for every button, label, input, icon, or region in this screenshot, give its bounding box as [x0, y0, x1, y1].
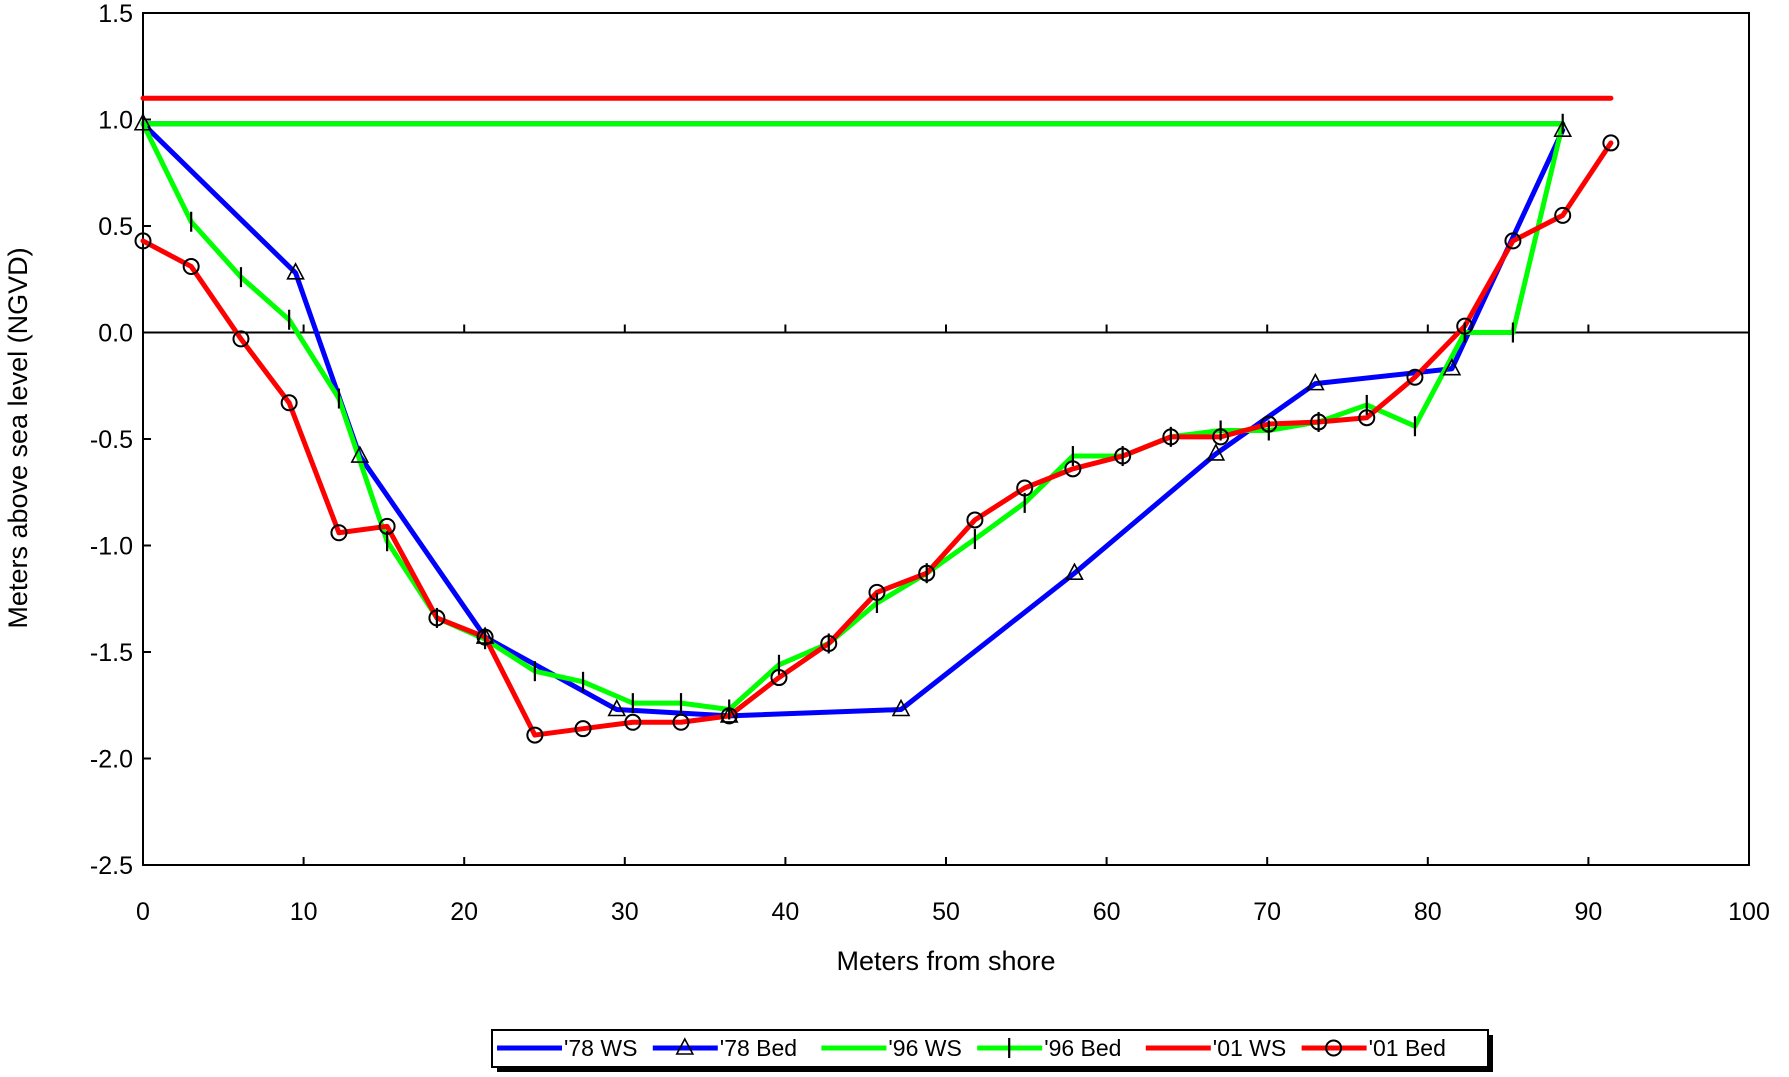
x-tick-label: 70: [1253, 898, 1281, 926]
series-1-point: [607, 698, 627, 717]
x-tick-label: 100: [1728, 898, 1770, 926]
x-tick-label: 90: [1574, 898, 1602, 926]
x-tick-label: 60: [1093, 898, 1121, 926]
x-tick-label: 30: [611, 898, 639, 926]
y-tick-label: -2.0: [90, 746, 133, 774]
series-1-point: [1065, 562, 1084, 580]
series-5-point: [720, 707, 738, 725]
legend-label-3: '96 Bed: [1044, 1035, 1121, 1061]
y-tick-label: 0.5: [98, 213, 133, 241]
y-tick-label: -1.5: [90, 639, 133, 667]
x-tick-label: 50: [932, 898, 960, 926]
y-tick-label: -1.0: [90, 533, 133, 561]
legend-label-1: '78 Bed: [720, 1035, 797, 1061]
series-1-point: [1206, 443, 1226, 461]
x-tick-label: 0: [136, 898, 150, 926]
series-5-point: [1358, 409, 1376, 427]
series-5-point: [182, 257, 200, 275]
plot-area: [142, 12, 1750, 866]
x-ticks: 0 10 20 30 40 50 60 70 80 90 100: [136, 324, 1770, 926]
series-5-point: [1212, 428, 1230, 446]
y-tick-label: -0.5: [90, 426, 133, 454]
series-5-point: [1162, 428, 1180, 446]
x-tick-label: 10: [290, 898, 318, 926]
series-5-point: [1504, 232, 1522, 250]
legend: '78 WS '78 Bed '96 WS '96 Bed '01 WS '01 Bed: [491, 1029, 1493, 1072]
series-5-point: [428, 609, 446, 627]
series-5-point: [1310, 413, 1328, 431]
x-tick-label: 40: [771, 898, 799, 926]
y-ticks: 1.5 1.0 0.5 0.0 -0.5 -1.0 -1.5 -2.0 -2.5: [90, 0, 151, 880]
series-5-point: [280, 394, 298, 412]
series-1-point: [891, 698, 911, 717]
series-5-point: [526, 726, 544, 744]
series-5-point: [1064, 460, 1082, 478]
series-5-point: [1260, 415, 1278, 433]
series-5-point: [672, 713, 690, 731]
series-5-point: [330, 524, 348, 542]
legend-label-5: '01 Bed: [1369, 1035, 1446, 1061]
series-line-5: [140, 140, 1614, 738]
series-1-point: [286, 262, 305, 280]
series-1-point: [1306, 372, 1325, 391]
series-5-point: [1406, 368, 1424, 386]
series-5-point: [918, 564, 936, 582]
series-1-point: [1553, 119, 1573, 137]
legend-label-2: '96 WS: [888, 1035, 961, 1061]
y-tick-label: 1.5: [98, 0, 133, 28]
series-5-point: [1016, 479, 1034, 497]
x-tick-label: 80: [1414, 898, 1442, 926]
legend-marker-5: [1325, 1039, 1343, 1057]
series-5-point: [1602, 134, 1620, 152]
series-5-point: [476, 628, 494, 646]
series-5-point: [378, 517, 396, 535]
series-5-point: [868, 583, 886, 601]
series-lines: [140, 95, 1614, 738]
y-tick-label: 1.0: [98, 107, 133, 135]
series-5-point: [134, 232, 152, 250]
y-axis-title: Meters above sea level (NGVD): [3, 247, 33, 628]
y-tick-label: -2.5: [90, 852, 133, 880]
series-5-point: [1554, 206, 1572, 224]
series-5-point: [624, 713, 642, 731]
series-5-point: [770, 669, 788, 687]
series-1-point: [350, 445, 370, 463]
series-1-point: [719, 705, 739, 723]
series-5-point: [232, 330, 250, 348]
series-1-point: [1442, 358, 1462, 376]
legend-label-4: '01 WS: [1213, 1035, 1286, 1061]
y-tick-label: 0.0: [98, 320, 133, 348]
legend-label-0: '78 WS: [564, 1035, 637, 1061]
series-markers: [133, 113, 1620, 744]
series-5-point: [574, 720, 592, 738]
legend-marker-1: [675, 1037, 695, 1055]
series-5-point: [1456, 317, 1474, 335]
series-5-point: [820, 634, 838, 652]
series-5-point: [1114, 447, 1132, 465]
series-5-point: [966, 511, 984, 529]
x-axis-title: Meters from shore: [836, 946, 1055, 976]
x-tick-label: 20: [450, 898, 478, 926]
